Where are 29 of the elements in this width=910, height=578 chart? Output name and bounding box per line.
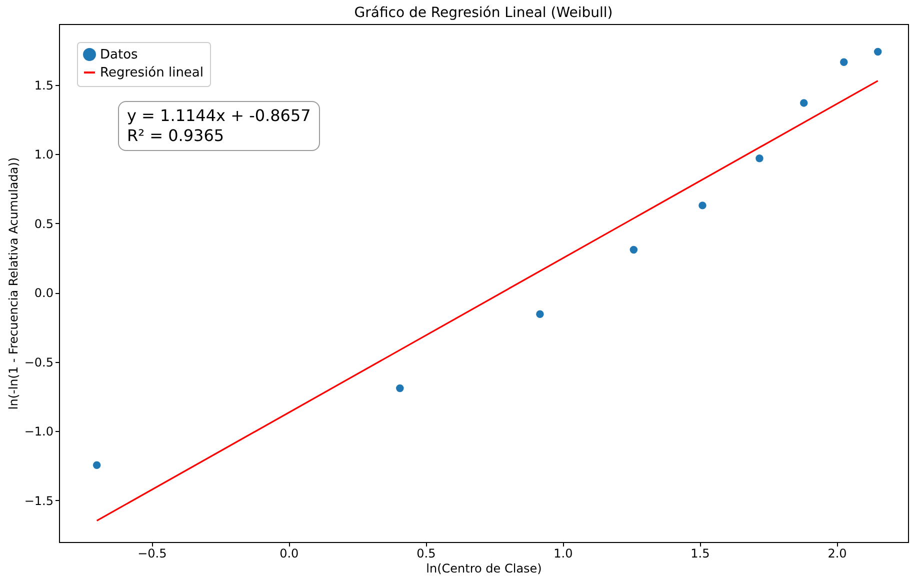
- x-tick-label: 0.5: [416, 546, 436, 560]
- y-axis-title: ln(-ln(1 - Frecuencia Relativa Acumulada)): [6, 157, 20, 410]
- point: [840, 58, 848, 66]
- x-tick-label: 1.0: [554, 546, 573, 560]
- legend-label: Regresión lineal: [100, 66, 204, 80]
- point: [630, 246, 638, 254]
- point: [536, 310, 544, 318]
- y-tick-label: 1.5: [34, 78, 54, 92]
- x-axis-title: ln(Centro de Clase): [426, 562, 542, 576]
- annotation: y = 1.1144x + -0.8657: [127, 106, 311, 125]
- point: [800, 99, 808, 107]
- point: [756, 154, 764, 162]
- chart-title: Gráfico de Regresión Lineal (Weibull): [354, 5, 613, 21]
- y-tick-label: −1.5: [24, 494, 54, 508]
- point: [92, 461, 101, 469]
- annotation: R² = 0.9365: [127, 126, 224, 145]
- legend-label: Datos: [100, 48, 138, 62]
- point: [396, 384, 404, 392]
- y-tick-label: 0.0: [34, 286, 54, 300]
- point: [698, 202, 706, 210]
- x-tick-label: 2.0: [828, 546, 847, 560]
- y-tick-label: 1.0: [34, 148, 54, 162]
- x-tick-label: 1.5: [690, 546, 710, 560]
- point: [874, 48, 882, 56]
- x-tick-label: 0.0: [280, 546, 299, 560]
- x-tick-label: −0.5: [138, 546, 167, 560]
- y-tick-label: −1.0: [24, 424, 54, 439]
- y-tick-label: −0.5: [24, 355, 54, 370]
- y-tick-label: 0.5: [34, 216, 54, 231]
